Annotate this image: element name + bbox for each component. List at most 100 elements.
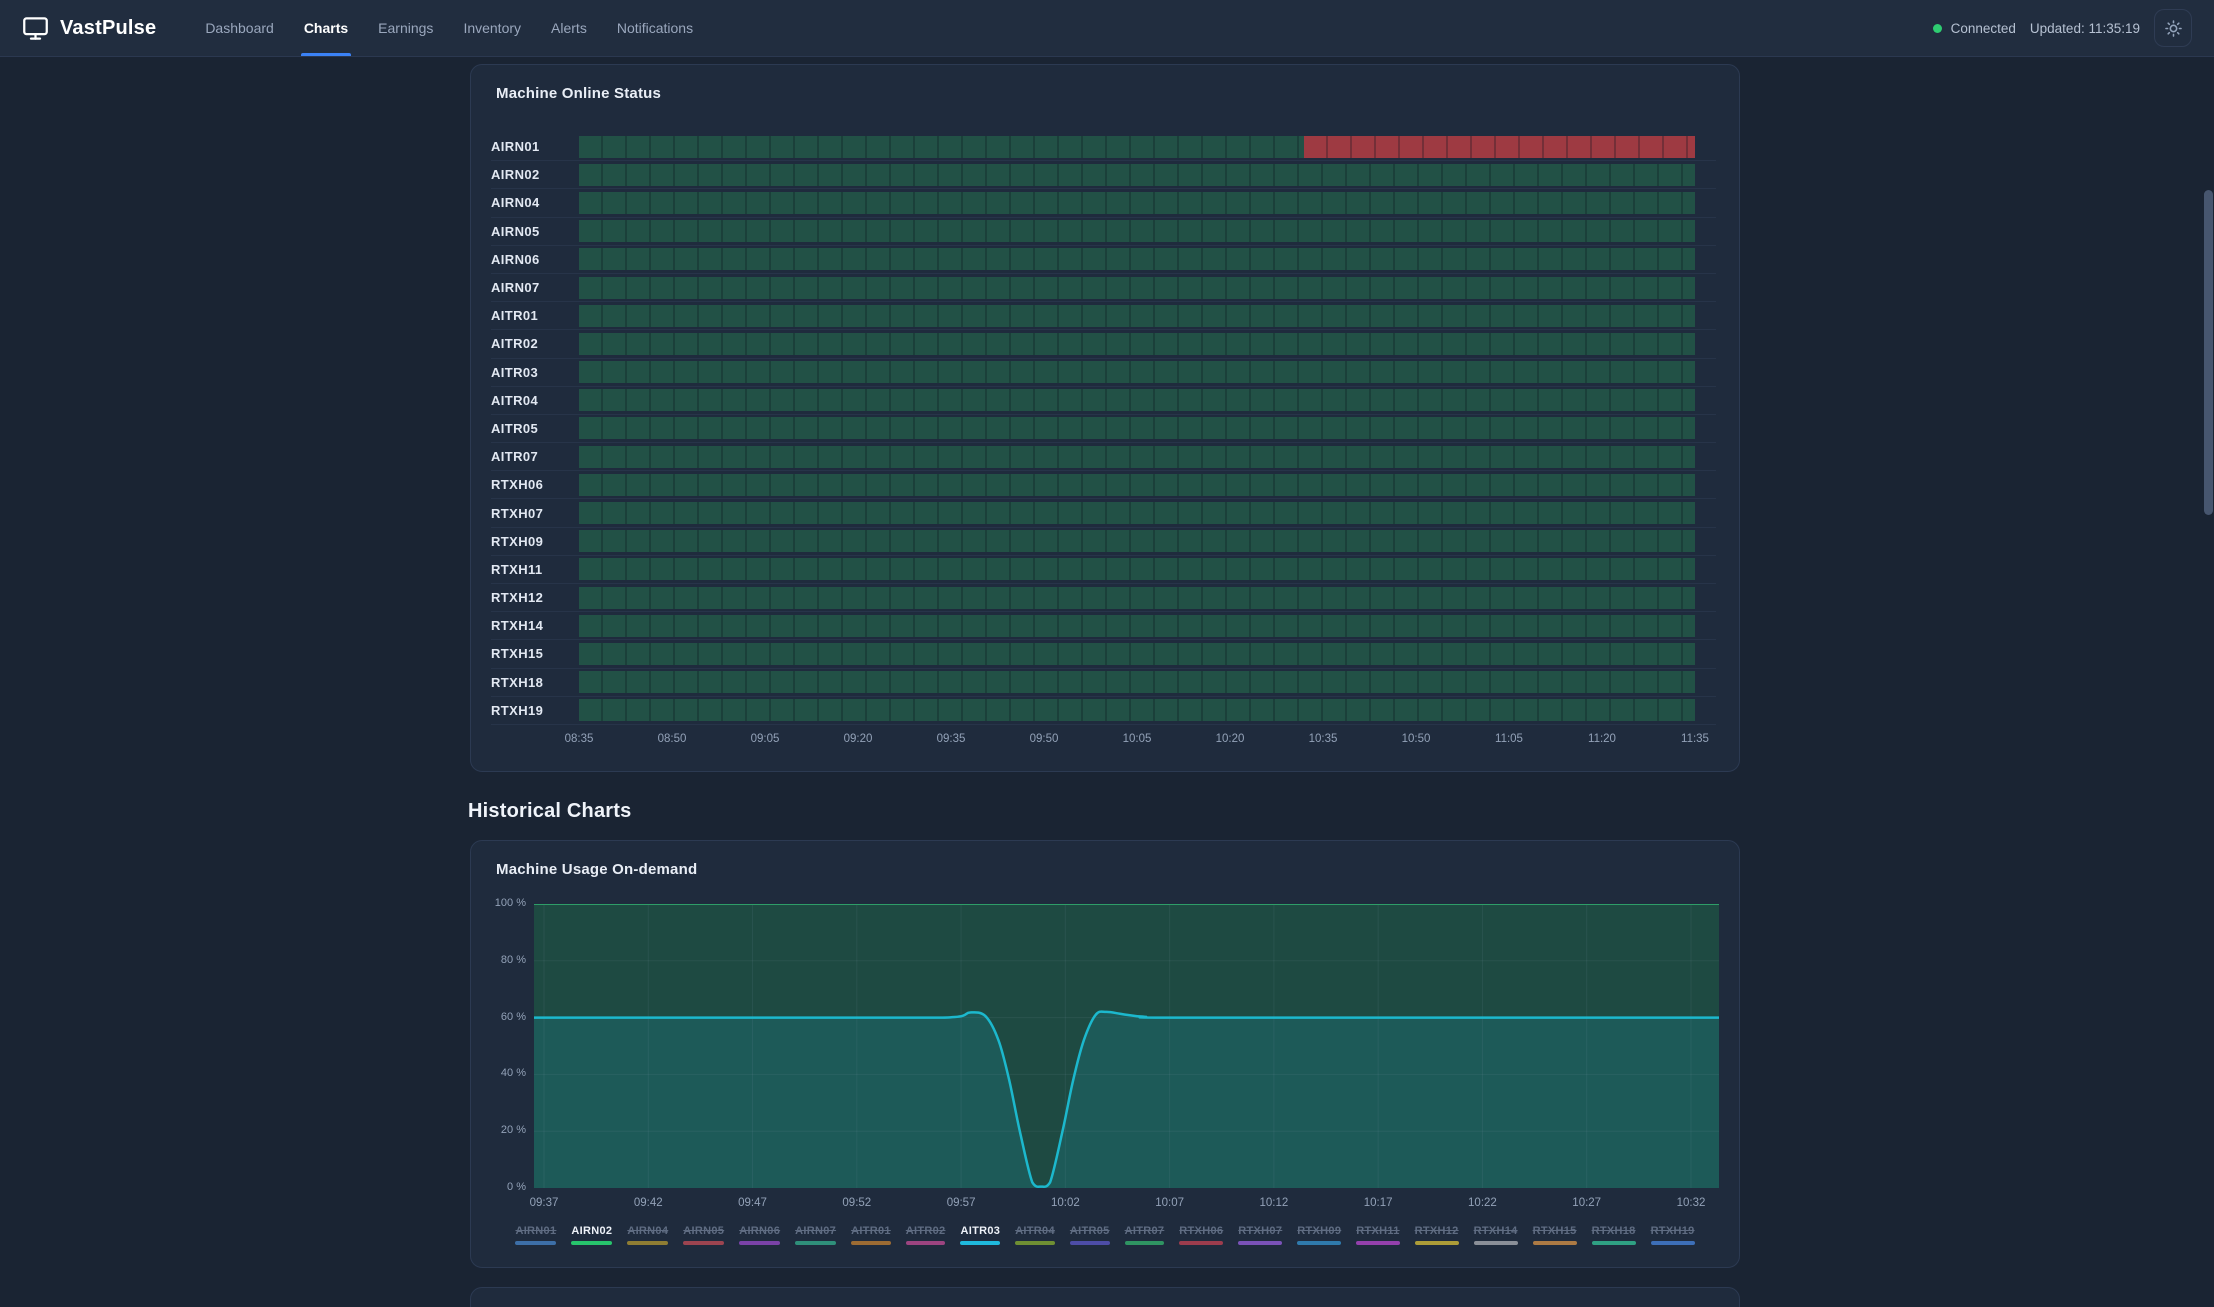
connection-status: Connected: [1932, 20, 2016, 36]
machine-status-bar[interactable]: [579, 502, 1695, 525]
status-segment-online[interactable]: [579, 699, 1695, 722]
machine-status-bar[interactable]: [579, 135, 1695, 158]
legend-item-rtxh07[interactable]: RTXH07: [1238, 1225, 1283, 1245]
legend-item-rtxh09[interactable]: RTXH09: [1297, 1225, 1342, 1245]
legend-label: RTXH07: [1238, 1225, 1283, 1237]
usage-y-tick-label: 0 %: [507, 1181, 526, 1193]
status-segment-online[interactable]: [579, 163, 1695, 186]
status-segment-online[interactable]: [579, 671, 1695, 694]
legend-item-rtxh19[interactable]: RTXH19: [1650, 1225, 1695, 1245]
legend-color-bar: [627, 1241, 669, 1245]
machine-row-rtxh15: RTXH15: [491, 640, 1716, 669]
usage-line-chart[interactable]: [532, 903, 1721, 1188]
machine-row-aitr07: AITR07: [491, 443, 1716, 472]
machine-status-bar[interactable]: [579, 473, 1695, 496]
machine-label: RTXH06: [491, 477, 544, 493]
status-segment-online[interactable]: [579, 530, 1695, 553]
legend-item-airn06[interactable]: AIRN06: [739, 1225, 781, 1245]
nav-item-notifications[interactable]: Notifications: [616, 20, 694, 36]
legend-item-airn01[interactable]: AIRN01: [515, 1225, 557, 1245]
status-segment-online[interactable]: [579, 361, 1695, 384]
nav-item-alerts[interactable]: Alerts: [551, 20, 587, 36]
machine-status-bar[interactable]: [579, 671, 1695, 694]
nav-item-inventory[interactable]: Inventory: [463, 20, 522, 36]
legend-item-rtxh12[interactable]: RTXH12: [1414, 1225, 1459, 1245]
legend-item-aitr02[interactable]: AITR02: [905, 1225, 946, 1245]
machine-label: AIRN06: [491, 251, 540, 267]
legend-item-rtxh18[interactable]: RTXH18: [1591, 1225, 1636, 1245]
status-segment-online[interactable]: [579, 389, 1695, 412]
legend-item-aitr01[interactable]: AITR01: [851, 1225, 891, 1245]
legend-item-rtxh11[interactable]: RTXH11: [1356, 1225, 1400, 1245]
machine-row-aitr02: AITR02: [491, 330, 1716, 359]
machine-status-bar[interactable]: [579, 332, 1695, 355]
machine-status-bar[interactable]: [579, 389, 1695, 412]
machine-row-aitr03: AITR03: [491, 359, 1716, 387]
machine-status-bar[interactable]: [579, 558, 1695, 581]
machine-label: AIRN05: [491, 223, 540, 239]
legend-item-rtxh06[interactable]: RTXH06: [1179, 1225, 1224, 1245]
machine-usage-card: Machine Usage On-demand 100 % 80 % 60 % 40 …: [470, 840, 1740, 1268]
status-segment-online[interactable]: [579, 614, 1695, 637]
status-rows: AIRN01 AIRN02 AIRN04 AIRN05 AIRN06 AIRN07 AITR…: [491, 133, 1716, 725]
legend-item-rtxh15[interactable]: RTXH15: [1532, 1225, 1577, 1245]
legend-item-airn05[interactable]: AIRN05: [683, 1225, 725, 1245]
legend-item-aitr03[interactable]: AITR03: [960, 1225, 1001, 1245]
machine-status-bar[interactable]: [579, 417, 1695, 440]
machine-status-bar[interactable]: [579, 642, 1695, 665]
connection-label: Connected: [1950, 20, 2016, 36]
machine-row-rtxh12: RTXH12: [491, 584, 1716, 613]
status-segment-online[interactable]: [579, 642, 1695, 665]
machine-status-bar[interactable]: [579, 699, 1695, 722]
machine-label: AIRN07: [491, 280, 540, 296]
machine-status-bar[interactable]: [579, 220, 1695, 243]
status-segment-online[interactable]: [579, 304, 1695, 327]
legend-label: AIRN02: [571, 1225, 613, 1237]
machine-row-aitr01: AITR01: [491, 302, 1716, 331]
machine-row-rtxh09: RTXH09: [491, 528, 1716, 556]
machine-status-bar[interactable]: [579, 276, 1695, 299]
status-segment-online[interactable]: [579, 191, 1695, 214]
nav-item-dashboard[interactable]: Dashboard: [205, 20, 274, 36]
legend-item-airn07[interactable]: AIRN07: [795, 1225, 837, 1245]
status-segment-online[interactable]: [579, 135, 1305, 158]
status-segment-online[interactable]: [579, 417, 1695, 440]
status-segment-online[interactable]: [579, 248, 1695, 271]
status-segment-online[interactable]: [579, 586, 1695, 609]
status-segment-online[interactable]: [579, 445, 1695, 468]
status-segment-online[interactable]: [579, 502, 1695, 525]
status-segment-online[interactable]: [579, 332, 1695, 355]
legend-item-aitr04[interactable]: AITR04: [1015, 1225, 1055, 1245]
legend-item-aitr07[interactable]: AITR07: [1124, 1225, 1165, 1245]
theme-toggle-button[interactable]: [2154, 9, 2192, 47]
machine-status-bar[interactable]: [579, 530, 1695, 553]
machine-status-bar[interactable]: [579, 361, 1695, 384]
machine-status-bar[interactable]: [579, 445, 1695, 468]
legend-color-bar: [1179, 1241, 1224, 1245]
status-segment-offline[interactable]: [1304, 135, 1695, 158]
legend-item-airn02[interactable]: AIRN02: [571, 1225, 613, 1245]
legend-color-bar: [1297, 1241, 1342, 1245]
machine-status-bar[interactable]: [579, 614, 1695, 637]
page-scrollbar-thumb[interactable]: [2204, 190, 2213, 515]
nav-item-charts[interactable]: Charts: [289, 0, 363, 56]
machine-status-bar[interactable]: [579, 248, 1695, 271]
legend-item-airn04[interactable]: AIRN04: [627, 1225, 669, 1245]
machine-status-bar[interactable]: [579, 191, 1695, 214]
machine-status-bar[interactable]: [579, 586, 1695, 609]
legend-label: RTXH15: [1532, 1225, 1577, 1237]
status-segment-online[interactable]: [579, 220, 1695, 243]
legend-label: RTXH11: [1356, 1225, 1400, 1237]
legend-label: AITR01: [851, 1225, 891, 1237]
legend-item-rtxh14[interactable]: RTXH14: [1473, 1225, 1518, 1245]
status-segment-online[interactable]: [579, 276, 1695, 299]
updated-timestamp: Updated: 11:35:19: [2029, 20, 2140, 36]
machine-status-bar[interactable]: [579, 304, 1695, 327]
legend-item-aitr05[interactable]: AITR05: [1069, 1225, 1110, 1245]
nav-item-earnings[interactable]: Earnings: [378, 20, 434, 36]
legend-color-bar: [1532, 1241, 1577, 1245]
status-segment-online[interactable]: [579, 558, 1695, 581]
machine-status-bar[interactable]: [579, 163, 1695, 186]
status-segment-online[interactable]: [579, 473, 1695, 496]
status-tick-label: 10:50: [1401, 733, 1431, 745]
